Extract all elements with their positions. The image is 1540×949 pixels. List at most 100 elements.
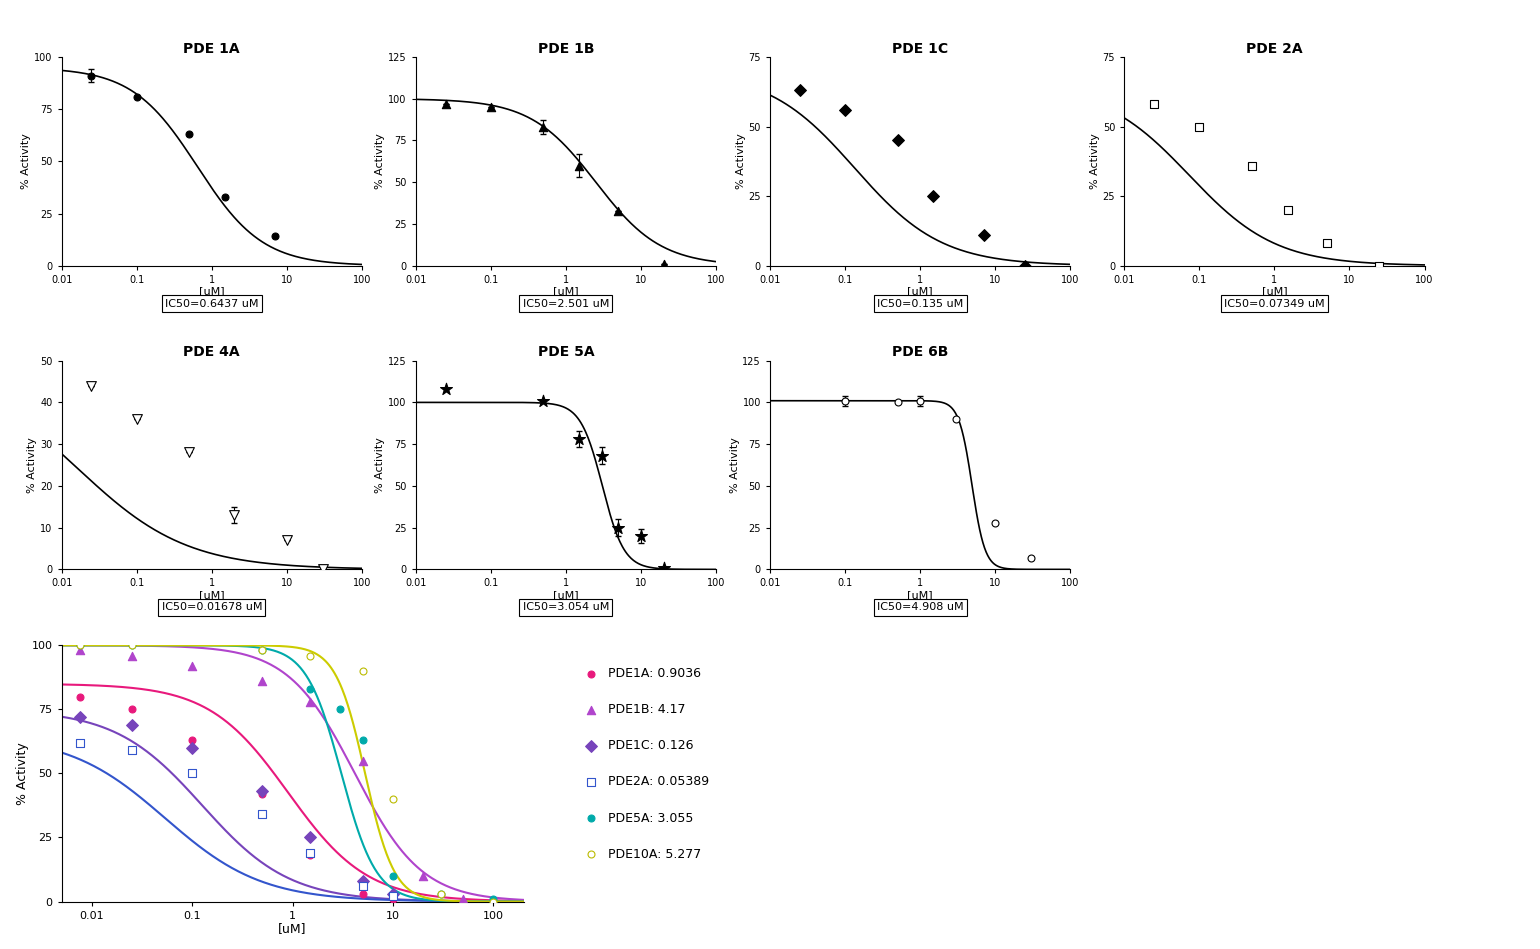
Y-axis label: % Activity: % Activity <box>15 742 29 805</box>
Point <box>921 189 946 204</box>
Title: PDE 5A: PDE 5A <box>537 345 594 360</box>
Point <box>249 784 274 799</box>
Point <box>222 508 246 523</box>
Point <box>411 868 436 884</box>
Point <box>351 886 376 902</box>
Point <box>1240 158 1264 173</box>
Point <box>651 560 676 575</box>
Point <box>68 638 92 653</box>
Point <box>328 702 353 717</box>
Text: PDE1A: 0.9036: PDE1A: 0.9036 <box>608 667 701 680</box>
Point <box>428 886 453 902</box>
Point <box>567 158 591 173</box>
Y-axis label: % Activity: % Activity <box>376 437 385 493</box>
Point <box>579 738 604 754</box>
Point <box>120 638 145 653</box>
Point <box>180 659 205 674</box>
Point <box>1019 550 1044 566</box>
Title: PDE 1C: PDE 1C <box>892 42 949 56</box>
Text: IC50=0.6437 uM: IC50=0.6437 uM <box>165 299 259 308</box>
Text: IC50=2.501 uM: IC50=2.501 uM <box>522 299 610 308</box>
Title: PDE 2A: PDE 2A <box>1246 42 1303 56</box>
X-axis label: [uM]: [uM] <box>907 287 933 296</box>
Point <box>297 829 322 846</box>
Point <box>249 807 274 822</box>
Point <box>567 432 591 447</box>
Point <box>351 873 376 888</box>
Point <box>480 894 505 909</box>
Point <box>579 702 604 717</box>
Point <box>787 83 812 98</box>
Point <box>274 532 299 548</box>
Point <box>628 529 653 544</box>
Point <box>380 886 405 902</box>
Point <box>68 735 92 751</box>
Point <box>351 754 376 769</box>
Point <box>120 743 145 758</box>
Text: PDE5A: 3.055: PDE5A: 3.055 <box>608 811 693 825</box>
Point <box>1368 258 1392 273</box>
Point <box>983 515 1007 530</box>
Point <box>380 868 405 884</box>
Point <box>120 717 145 733</box>
Point <box>297 681 322 697</box>
Point <box>1315 236 1340 251</box>
Y-axis label: % Activity: % Activity <box>22 134 31 189</box>
Point <box>380 791 405 807</box>
Point <box>68 689 92 704</box>
Point <box>590 448 614 463</box>
X-axis label: [uM]: [uM] <box>1261 287 1287 296</box>
Point <box>351 879 376 894</box>
Point <box>380 889 405 904</box>
Text: IC50=0.07349 uM: IC50=0.07349 uM <box>1224 299 1324 308</box>
Text: PDE2A: 0.05389: PDE2A: 0.05389 <box>608 775 710 789</box>
Point <box>297 694 322 709</box>
Point <box>885 395 910 410</box>
Point <box>180 733 205 748</box>
X-axis label: [uM]: [uM] <box>199 287 225 296</box>
Point <box>297 846 322 861</box>
Point <box>1141 97 1166 112</box>
Point <box>68 710 92 725</box>
Point <box>579 810 604 826</box>
Point <box>480 891 505 906</box>
Point <box>180 740 205 755</box>
Text: IC50=4.908 uM: IC50=4.908 uM <box>876 603 964 612</box>
Point <box>249 787 274 802</box>
Point <box>351 663 376 679</box>
Point <box>79 378 103 393</box>
Point <box>479 100 504 115</box>
Point <box>297 648 322 663</box>
Point <box>120 638 145 653</box>
Point <box>451 891 476 906</box>
X-axis label: [uM]: [uM] <box>553 590 579 600</box>
X-axis label: [uM]: [uM] <box>199 590 225 600</box>
Title: PDE 4A: PDE 4A <box>183 345 240 360</box>
Point <box>607 520 631 535</box>
Point <box>1013 258 1038 273</box>
X-axis label: [uM]: [uM] <box>907 590 933 600</box>
Point <box>263 229 288 244</box>
Text: IC50=0.01678 uM: IC50=0.01678 uM <box>162 603 262 612</box>
Text: IC50=0.135 uM: IC50=0.135 uM <box>876 299 964 308</box>
Point <box>531 393 556 408</box>
Text: PDE1C: 0.126: PDE1C: 0.126 <box>608 739 695 753</box>
Point <box>351 733 376 748</box>
Point <box>607 203 631 218</box>
Point <box>579 666 604 681</box>
Text: IC50=3.054 uM: IC50=3.054 uM <box>522 603 610 612</box>
Title: PDE 1A: PDE 1A <box>183 42 240 56</box>
Point <box>213 189 237 204</box>
Point <box>1275 202 1300 217</box>
Point <box>1187 119 1212 134</box>
Point <box>180 766 205 781</box>
Point <box>833 102 858 118</box>
Point <box>380 891 405 906</box>
Point <box>120 702 145 717</box>
Text: PDE10A: 5.277: PDE10A: 5.277 <box>608 847 702 861</box>
Point <box>428 886 453 902</box>
Point <box>125 89 149 104</box>
Point <box>177 126 202 141</box>
Point <box>249 642 274 658</box>
Y-axis label: % Activity: % Activity <box>376 134 385 189</box>
